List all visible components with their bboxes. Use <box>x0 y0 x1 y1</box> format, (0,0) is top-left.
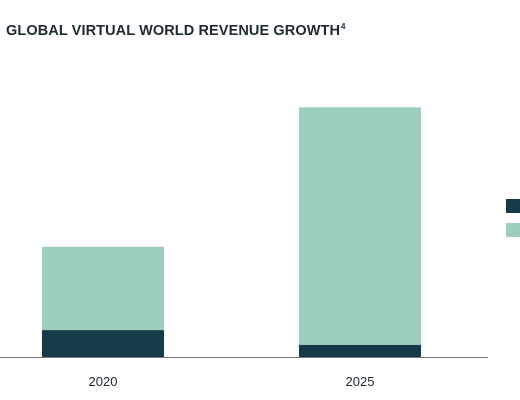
x-tick-label-2020: 2020 <box>89 374 118 389</box>
chart-title: GLOBAL VIRTUAL WORLD REVENUE GROWTH4 <box>6 22 346 39</box>
legend-swatch-2 <box>506 223 520 237</box>
chart-title-text: GLOBAL VIRTUAL WORLD REVENUE GROWTH <box>6 23 341 39</box>
bar-2020-segment-1 <box>42 330 164 357</box>
legend <box>506 199 520 237</box>
bar-2025-segment-2 <box>299 107 421 345</box>
x-tick-label-2025: 2025 <box>346 374 375 389</box>
bar-2025-segment-1 <box>299 344 421 357</box>
x-tick-labels: 2020 2025 <box>89 374 375 389</box>
bar-2020-segment-2 <box>42 246 164 331</box>
bars-group <box>42 107 421 357</box>
chart-title-footnote: 4 <box>341 22 346 31</box>
legend-swatch-1 <box>506 199 520 213</box>
